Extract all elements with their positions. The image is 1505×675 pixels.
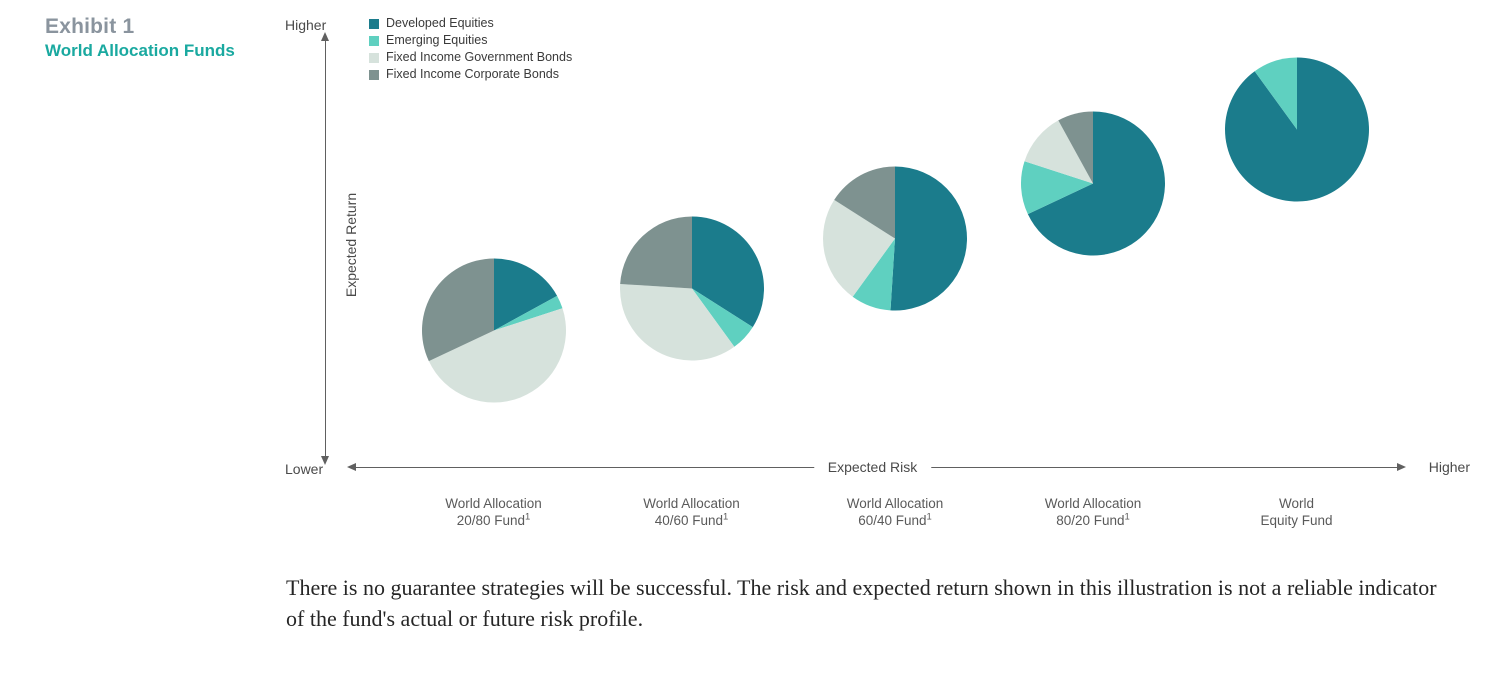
y-axis-line: [325, 40, 326, 457]
fund-label: World Allocation60/40 Fund1: [820, 495, 970, 529]
y-axis-label: Expected Return: [343, 193, 359, 297]
pie-chart: [823, 166, 967, 315]
exhibit-container: Exhibit 1 World Allocation Funds Higher …: [0, 0, 1505, 475]
fund-label: World Allocation80/20 Fund1: [1018, 495, 1168, 529]
pie-chart: [422, 259, 566, 408]
legend-item: Fixed Income Corporate Bonds: [369, 66, 572, 83]
fund-label: World Allocation40/60 Fund1: [617, 495, 767, 529]
x-axis-high-label: Higher: [1429, 459, 1470, 475]
pie-svg: [1021, 112, 1165, 256]
pie-chart: [1225, 57, 1369, 206]
y-axis-low-label: Lower: [285, 461, 323, 477]
legend-swatch: [369, 70, 379, 80]
legend-swatch: [369, 36, 379, 46]
pie-chart: [620, 217, 764, 366]
pie-slice-corp: [620, 217, 692, 289]
legend-swatch: [369, 53, 379, 63]
exhibit-header: Exhibit 1 World Allocation Funds: [45, 15, 285, 475]
legend: Developed EquitiesEmerging EquitiesFixed…: [369, 15, 572, 83]
legend-label: Fixed Income Government Bonds: [386, 49, 572, 66]
pie-svg: [823, 166, 967, 310]
pie-svg: [620, 217, 764, 361]
legend-label: Developed Equities: [386, 15, 494, 32]
legend-item: Fixed Income Government Bonds: [369, 49, 572, 66]
legend-item: Developed Equities: [369, 15, 572, 32]
chart-column: Higher Lower Expected Return Expected Ri…: [285, 15, 1460, 475]
pie-svg: [422, 259, 566, 403]
pie-slice-developed: [890, 166, 967, 310]
exhibit-title: World Allocation Funds: [45, 41, 285, 61]
exhibit-number: Exhibit 1: [45, 15, 285, 39]
disclaimer-text: There is no guarantee strategies will be…: [286, 572, 1445, 634]
pie-chart: [1021, 112, 1165, 261]
chart-area: Higher Lower Expected Return Expected Ri…: [285, 15, 1460, 475]
fund-label: WorldEquity Fund: [1222, 495, 1372, 529]
legend-swatch: [369, 19, 379, 29]
legend-label: Fixed Income Corporate Bonds: [386, 66, 559, 83]
pie-svg: [1225, 57, 1369, 201]
fund-label: World Allocation20/80 Fund1: [419, 495, 569, 529]
legend-label: Emerging Equities: [386, 32, 487, 49]
legend-item: Emerging Equities: [369, 32, 572, 49]
y-axis-high-label: Higher: [285, 17, 326, 33]
x-axis-label: Expected Risk: [814, 459, 931, 475]
